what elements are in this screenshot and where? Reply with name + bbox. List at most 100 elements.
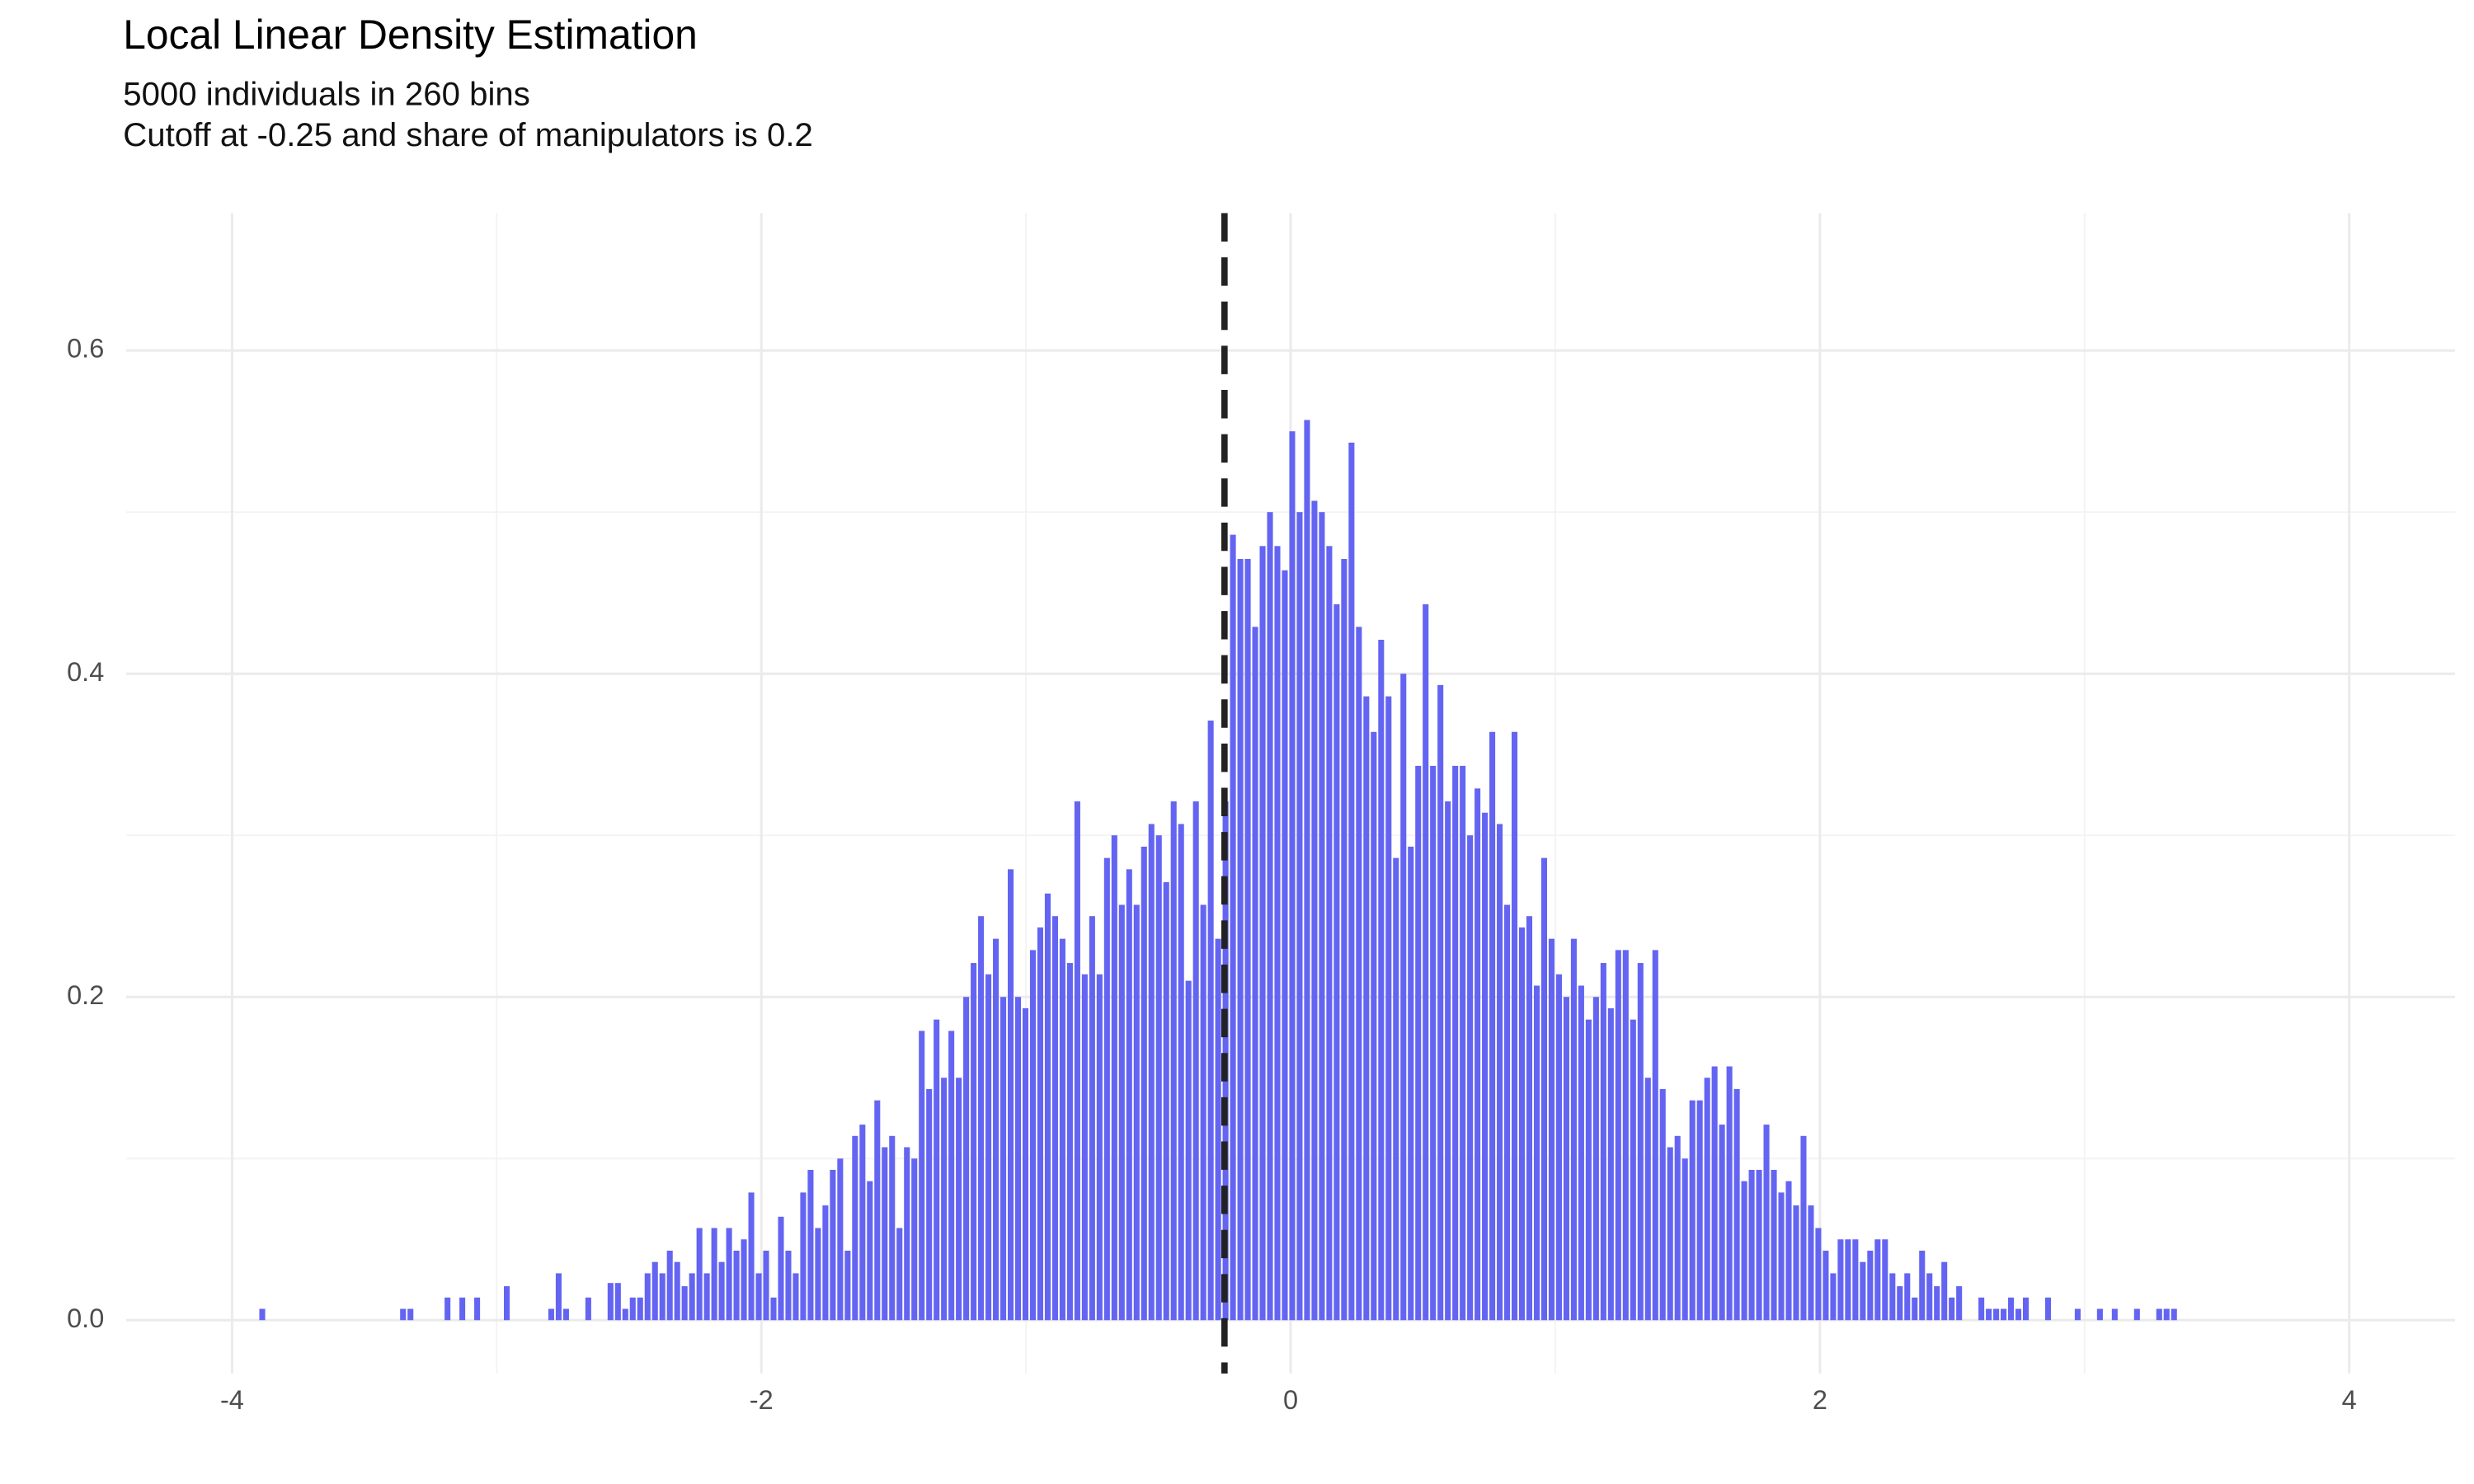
x-tick-label: 4 [2342,1385,2357,1415]
bar [1029,950,1037,1321]
bar [622,1308,628,1321]
bar [629,1297,636,1321]
bar [778,1216,784,1321]
bar [1771,1169,1777,1321]
x-tick-label: 0 [1283,1385,1298,1415]
bar [1482,812,1489,1321]
bar [844,1250,851,1321]
bar [763,1250,769,1321]
bar [1704,1078,1710,1321]
bar [1423,603,1429,1321]
bar [1445,801,1451,1321]
bar [1267,512,1273,1321]
bar [1956,1286,1963,1321]
bar [1607,1007,1614,1321]
bar [444,1297,451,1321]
bar [1845,1239,1851,1321]
bar [1326,546,1333,1321]
bar [926,1088,933,1321]
bar [770,1297,777,1321]
bar [1533,985,1540,1321]
bar [1014,997,1022,1321]
bar [1111,835,1117,1321]
bar [2074,1308,2081,1321]
bar [1141,846,1147,1321]
bar [1615,950,1621,1321]
bar [1860,1261,1866,1321]
bar [1889,1273,1896,1321]
bar [1800,1135,1807,1321]
bar [548,1308,554,1321]
bar [1785,1181,1792,1321]
bar [1385,696,1392,1321]
bar [555,1273,562,1321]
bar [1371,731,1377,1321]
bar [978,916,985,1321]
bar [1823,1250,1829,1321]
bar [1630,1019,1636,1321]
bar [1778,1192,1785,1321]
bar [1912,1297,1918,1321]
bar [1659,1088,1666,1321]
bar [963,997,970,1321]
bar [837,1158,844,1321]
bar [1148,824,1155,1321]
bar [2171,1308,2177,1321]
bar [1548,938,1555,1321]
chart-subtitle: 5000 individuals in 260 bins [123,75,530,112]
bar [503,1286,510,1321]
bar [748,1192,755,1321]
bar [2022,1297,2030,1321]
chart-title: Local Linear Density Estimation [123,12,698,58]
bar [1452,765,1459,1321]
bar [807,1169,814,1321]
bar [1489,731,1496,1321]
bar [971,963,977,1321]
chart-subtitle: Cutoff at -0.25 and share of manipulator… [123,116,813,153]
bars [259,420,2177,1321]
bar [1986,1308,1992,1321]
bar [1296,512,1303,1321]
bar [666,1250,673,1321]
bar [859,1125,866,1321]
bar [1600,963,1606,1321]
bar [1622,950,1629,1321]
bar [941,1078,948,1321]
bar [1504,904,1511,1321]
bar [956,1078,962,1321]
bar [1815,1228,1822,1321]
bar [1051,916,1058,1321]
bar [867,1181,873,1321]
bar [1667,1147,1673,1321]
bar [2096,1308,2103,1321]
bar [1941,1261,1948,1321]
bar [1118,904,1125,1321]
y-tick-label: 0.2 [67,980,104,1010]
bar [1852,1239,1859,1321]
bar [1570,938,1577,1321]
bar [1103,857,1110,1321]
bar [2133,1308,2140,1321]
bar [896,1228,903,1321]
bar [1460,765,1466,1321]
bar [1185,980,1192,1321]
bar [904,1147,910,1321]
bar [1874,1239,1881,1321]
bar [644,1273,651,1321]
bar [830,1169,836,1321]
bar [1585,1019,1592,1321]
bar [1155,835,1162,1321]
bar [1897,1286,1903,1321]
bar [1274,546,1281,1321]
bar [1652,950,1658,1321]
bar [681,1286,688,1321]
bar [1408,846,1414,1321]
bar [948,1031,955,1321]
bar [400,1308,407,1321]
bar [1919,1250,1926,1321]
bar [1333,603,1340,1321]
bar [1882,1239,1888,1321]
bar [1037,927,1044,1321]
